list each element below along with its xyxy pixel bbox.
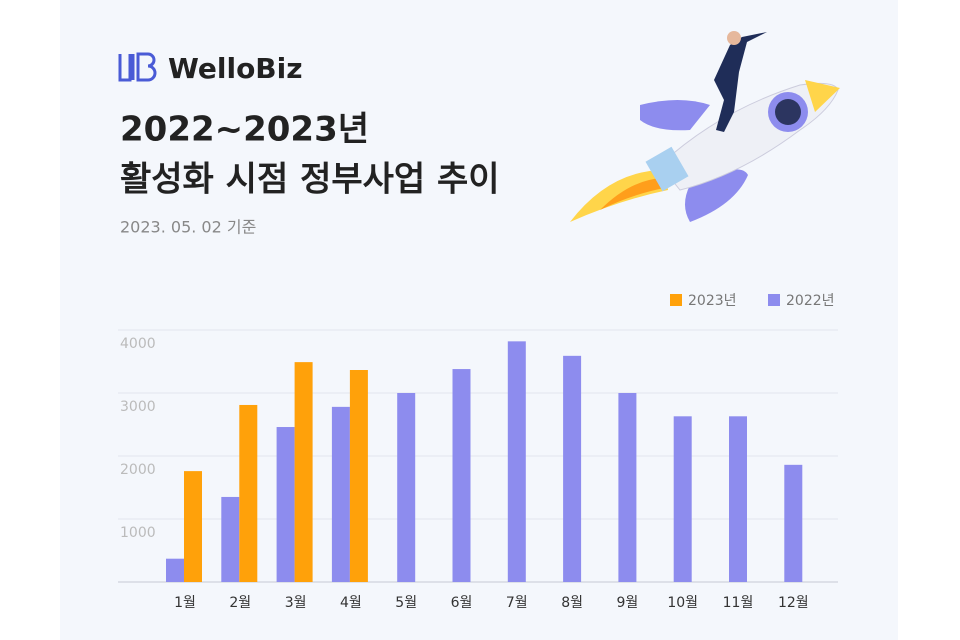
brand: WelloBiz	[168, 52, 303, 85]
x-tick-label: 3월	[285, 595, 307, 611]
bar	[221, 496, 240, 582]
x-tick-label: 2월	[229, 595, 251, 611]
bar	[729, 416, 747, 582]
bar	[276, 427, 295, 582]
bar	[331, 406, 350, 582]
bar	[452, 369, 471, 582]
x-tick-label: 5월	[395, 595, 417, 611]
bar	[349, 370, 368, 582]
rocket-illustration	[570, 31, 840, 222]
logo	[118, 52, 157, 82]
x-tick-label: 4월	[340, 595, 362, 611]
y-tick-label: 1000	[120, 525, 156, 541]
chart-subtitle: 2023. 05. 02 기준	[120, 218, 256, 237]
bar	[166, 558, 184, 582]
legend-swatch	[670, 294, 682, 306]
x-tick-label: 8월	[561, 595, 583, 611]
x-tick-label: 9월	[617, 595, 639, 611]
bar	[397, 393, 416, 582]
x-tick-label: 12월	[778, 595, 809, 611]
bar	[507, 341, 526, 582]
x-tick-label: 7월	[506, 595, 528, 611]
bar	[294, 362, 313, 582]
y-tick-label: 4000	[120, 336, 156, 352]
x-tick-label: 1월	[174, 595, 196, 611]
bar	[563, 355, 582, 582]
bar	[673, 416, 692, 582]
bar	[784, 464, 803, 582]
y-tick-label: 2000	[120, 462, 156, 478]
chart-title: 2022~2023년	[120, 110, 369, 150]
legend-label: 2022년	[786, 293, 835, 309]
chart-title: 활성화 시점 정부사업 추이	[120, 160, 500, 200]
bar	[239, 404, 258, 582]
x-tick-label: 10월	[667, 595, 698, 611]
x-tick-label: 6월	[451, 595, 473, 611]
x-tick-label: 11월	[723, 595, 754, 611]
bar	[618, 393, 637, 582]
bar	[184, 471, 202, 582]
legend-label: 2023년	[688, 293, 737, 309]
y-tick-label: 3000	[120, 399, 156, 415]
legend-swatch	[768, 294, 780, 306]
